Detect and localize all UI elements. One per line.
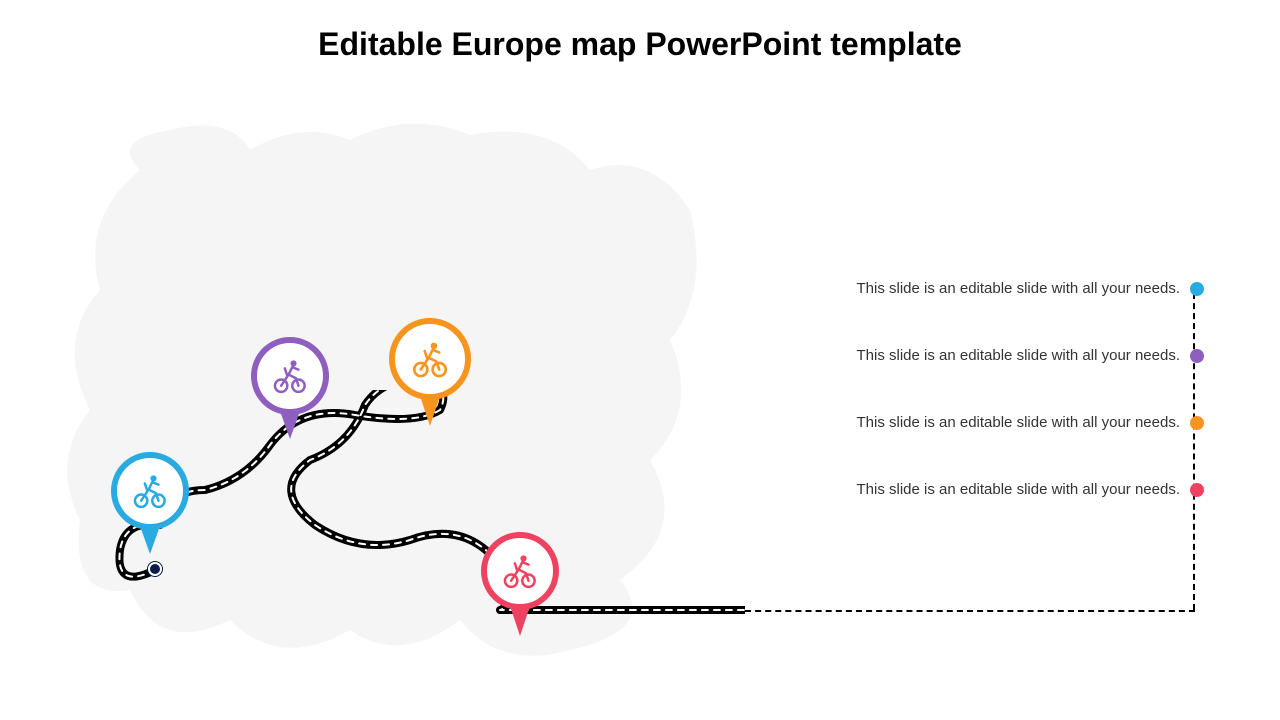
legend-item-2: This slide is an editable slide with all… [764,414,1204,431]
legend-item-0: This slide is an editable slide with all… [764,280,1204,297]
legend-item-3: This slide is an editable slide with all… [764,481,1204,498]
pin-purple-circle [251,337,329,415]
pin-orange [389,318,471,400]
road-start-dot [148,562,162,576]
connector-horizontal [745,610,1195,612]
legend-item-1: This slide is an editable slide with all… [764,347,1204,364]
legend: This slide is an editable slide with all… [764,280,1204,548]
pin-purple-tail [280,411,300,439]
pin-red-circle [481,532,559,610]
legend-dot-3 [1190,483,1204,497]
legend-text-1: This slide is an editable slide with all… [856,347,1180,364]
pin-purple [251,337,329,415]
legend-dot-0 [1190,282,1204,296]
legend-text-0: This slide is an editable slide with all… [856,280,1180,297]
pin-blue-tail [140,526,160,554]
europe-map-silhouette [50,110,710,670]
legend-text-2: This slide is an editable slide with all… [856,414,1180,431]
pin-red [481,532,559,610]
legend-dot-1 [1190,349,1204,363]
pin-orange-tail [420,396,440,426]
pin-blue-circle [111,452,189,530]
legend-dot-2 [1190,416,1204,430]
pin-blue [111,452,189,530]
road-path [105,390,745,650]
legend-text-3: This slide is an editable slide with all… [856,481,1180,498]
pin-orange-circle [389,318,471,400]
slide-title: Editable Europe map PowerPoint template [0,26,1280,63]
pin-red-tail [510,606,530,636]
